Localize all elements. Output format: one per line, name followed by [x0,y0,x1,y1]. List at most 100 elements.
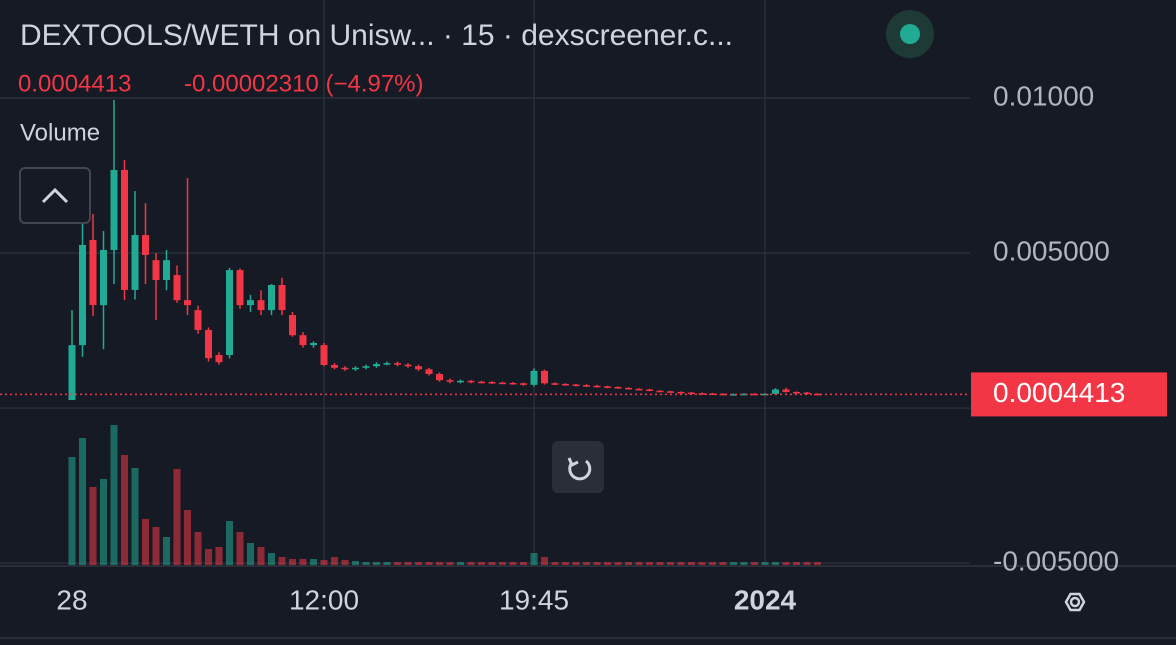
volume-bar [793,562,800,565]
candle-body [194,310,202,330]
volume-bar [782,562,790,565]
volume-bar [541,557,548,565]
volume-bar [404,562,412,565]
candle-body [142,235,149,255]
candle-body [520,383,527,385]
volume-bar [299,559,307,565]
volume-bar [383,562,391,565]
volume-bar [163,537,170,565]
volume-bar [362,562,370,565]
volume-bar [530,553,538,565]
volume-bar [572,562,580,565]
volume-bar [499,562,506,565]
last-price-tag [971,372,1167,417]
candle-body [614,387,622,389]
candle-body [499,382,506,385]
volume-bar [152,527,160,565]
candle-body [646,389,653,391]
candle-body [278,284,286,311]
candle-body [677,391,685,394]
volume-bar [604,562,611,565]
candle-body [79,244,86,346]
volume-bar [247,543,254,565]
y-tick-label: 0.005000 [993,235,1110,266]
candle-body [541,370,548,384]
volume-bar [803,562,811,565]
status-dot [900,24,920,44]
candle-body [68,345,76,401]
volume-bar [121,455,128,565]
volume-bar [394,562,401,565]
candle-body [257,300,265,311]
candle-body [635,388,643,391]
volume-bar [698,562,706,565]
volume-bar [593,562,601,565]
candle-body [310,342,317,346]
candle-body [404,364,412,367]
candle-body [184,300,191,306]
volume-bar [478,562,485,565]
volume-bar [320,560,328,565]
volume-bar [215,547,223,565]
volume-bar [635,562,643,565]
candle-body [236,270,244,306]
candle-body [740,393,748,396]
volume-bar [257,547,265,565]
gear-center [1069,596,1081,608]
volume-bar [509,562,517,565]
volume-bar [751,562,758,565]
candle-body [110,169,118,250]
volume-bar [89,487,97,565]
settings-button[interactable] [1064,592,1086,612]
volume-bar [446,562,454,565]
volume-bar [457,562,464,565]
y-tick-label: 0.01000 [993,80,1094,111]
candle-body [215,355,223,363]
volume-bar [730,562,737,565]
candle-body [320,345,328,365]
x-tick-label: 2024 [734,584,797,615]
candle-body [467,380,475,383]
y-tick-label: -0.005000 [993,546,1119,577]
volume-bar [226,521,233,565]
last-price-tag-label: 0.0004413 [993,377,1125,408]
candle-body [478,381,485,384]
volume-bar [352,561,359,565]
candle-body [509,382,517,385]
candle-body [373,364,380,367]
candle-body [299,335,307,346]
volume-bar [646,562,653,565]
volume-bar [436,562,443,565]
candle-body [100,249,107,306]
volume-bar [268,553,275,565]
volume-bar [520,562,527,565]
candle-body [436,373,443,381]
candle-body [604,386,611,388]
volume-bar [814,562,821,565]
reset-button[interactable] [552,441,604,493]
candle-body [331,364,338,368]
candle-body [551,383,559,385]
candle-body [89,240,97,306]
volume-bar [425,562,433,565]
candle-body [173,275,181,301]
volume-bar [79,438,86,565]
candle-body [152,260,160,281]
candle-body [362,366,370,368]
candle-body [772,389,779,394]
candle-body [352,367,359,370]
volume-bar [667,562,674,565]
candle-body [457,380,464,383]
volume-bar [551,562,559,565]
candle-body [247,300,254,306]
candle-body [163,260,170,281]
candle-body [688,392,695,395]
volume-bar [68,457,76,565]
collapse-button[interactable] [19,167,91,224]
volume-bar [373,562,380,565]
price-change: -0.00002310 (−4.97%) [184,70,424,97]
volume-bar [100,479,107,565]
volume-bar [709,562,716,565]
candle-body [583,385,590,387]
